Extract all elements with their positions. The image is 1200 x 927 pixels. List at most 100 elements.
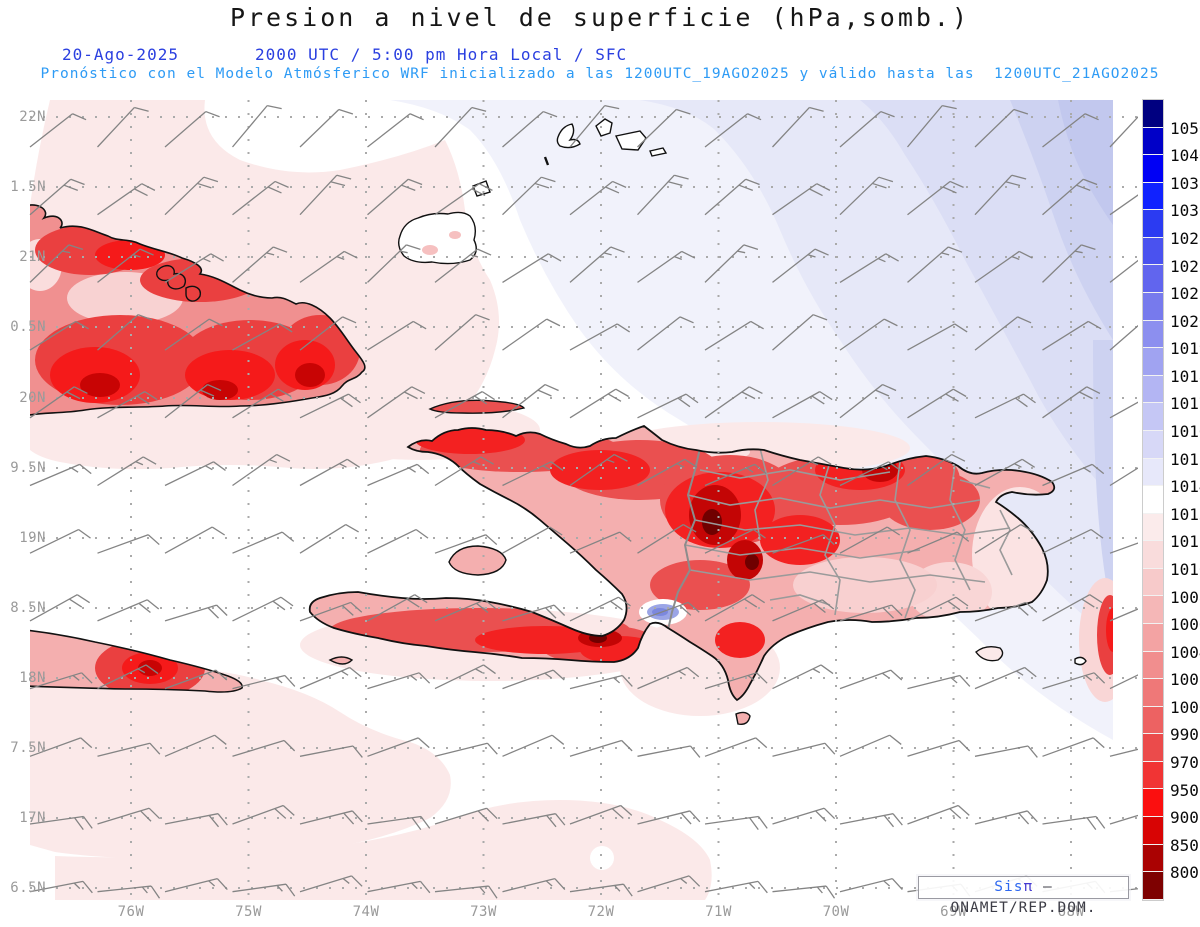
wind-barb — [232, 388, 292, 419]
wind-barb — [29, 594, 91, 622]
wind-barb — [502, 461, 564, 487]
pressure-colorbar — [1142, 99, 1164, 901]
wind-barb — [97, 534, 160, 554]
wind-barb — [29, 672, 93, 690]
wind-barb — [434, 183, 493, 216]
wind-barb — [907, 453, 966, 487]
wind-barb — [1109, 106, 1138, 148]
wind-barb — [29, 113, 87, 148]
wind-barb — [502, 734, 565, 757]
wind-barb — [502, 878, 566, 893]
wind-barb — [907, 323, 968, 351]
wind-barb — [1042, 737, 1105, 757]
wind-barb — [704, 672, 768, 690]
wind-barb — [839, 813, 903, 828]
datetime-line: 20-Ago-2025 2000 UTC / 5:00 pm Hora Loca… — [0, 45, 1200, 102]
wind-barb — [1109, 742, 1138, 757]
wind-barb — [367, 463, 430, 487]
colorbar-box — [1143, 817, 1163, 845]
wind-barb — [569, 453, 628, 487]
wind-barb — [502, 176, 556, 216]
wind-barb — [502, 383, 559, 419]
wind-barb — [569, 323, 631, 351]
wind-barb — [974, 458, 1036, 487]
wind-barb — [299, 458, 361, 487]
wind-barb — [29, 386, 88, 419]
wind-barb — [637, 601, 700, 622]
colorbar-box — [1143, 403, 1163, 431]
wind-barb — [974, 108, 1029, 148]
colorbar-box — [1143, 127, 1163, 156]
lon-label: 76W — [117, 904, 145, 920]
wind-barb — [299, 316, 357, 351]
wind-barb — [704, 880, 768, 894]
wind-barb — [637, 524, 697, 554]
wind-barb — [1109, 183, 1138, 216]
wind-barb — [839, 176, 894, 216]
pi-symbol-icon: π — [1023, 879, 1034, 895]
wind-barb — [1109, 599, 1138, 622]
colorbar-box — [1143, 348, 1163, 376]
wind-barb — [97, 248, 154, 283]
wind-barb — [232, 104, 282, 148]
lat-label: 8.5N — [10, 600, 46, 616]
wind-barb — [97, 885, 161, 899]
wind-barb — [164, 734, 227, 757]
wind-barb — [164, 253, 224, 283]
wind-barb — [637, 393, 699, 419]
wind-barb — [97, 599, 160, 622]
wind-barb — [569, 596, 631, 622]
lon-label: 74W — [352, 904, 380, 920]
wind-barb — [367, 244, 421, 283]
colorbar-box — [1143, 844, 1163, 873]
wind-barb — [704, 178, 760, 216]
colorbar-box — [1143, 706, 1163, 735]
wind-barb — [772, 534, 835, 554]
wind-barb — [502, 526, 563, 554]
colorbar-tick-label: 1013 — [1170, 504, 1200, 524]
wind-barb — [907, 674, 971, 690]
cuba-landmass — [30, 204, 366, 417]
colorbar-box — [1143, 320, 1163, 349]
wind-barb — [29, 178, 85, 216]
wind-barb — [434, 534, 498, 554]
wind-barb — [839, 110, 895, 148]
gonave-island — [448, 545, 507, 576]
wind-barb — [232, 739, 296, 757]
wind-barb — [164, 604, 228, 622]
wind-barb — [299, 810, 363, 825]
page-title: Presion a nivel de superficie (hPa,somb.… — [229, 3, 971, 32]
wind-barb — [1109, 456, 1138, 487]
colorbar-box — [1143, 155, 1163, 183]
lon-label: 69W — [924, 904, 984, 920]
colorbar-tick-label: 1040 — [1170, 146, 1200, 166]
wind-barb — [502, 813, 566, 828]
wind-barb — [704, 320, 764, 351]
wind-barb — [299, 250, 358, 283]
wind-barb — [704, 528, 766, 554]
colorbar-box — [1143, 237, 1163, 266]
wind-barbs-layer — [29, 104, 1138, 899]
wind-barb — [974, 250, 1033, 283]
wind-barb — [974, 393, 1036, 419]
wind-barb — [974, 810, 1038, 825]
wind-barb — [839, 253, 899, 283]
wind-barb — [839, 669, 903, 690]
wind-barb — [502, 253, 562, 283]
wind-barb — [434, 664, 496, 690]
wind-barb — [367, 528, 429, 554]
wind-barb — [1042, 178, 1098, 216]
lat-label: 18N — [19, 670, 46, 686]
colorbar-box — [1143, 679, 1163, 707]
mona-island — [1074, 656, 1087, 666]
wind-barb — [299, 524, 359, 554]
wind-barb — [637, 108, 691, 148]
wind-barb — [974, 316, 1032, 351]
wind-barb — [232, 180, 289, 216]
colorbar-tick-label: 1019 — [1170, 339, 1200, 359]
haiti-dr-border — [667, 447, 701, 631]
wind-barb — [232, 804, 295, 825]
wind-barb — [569, 180, 627, 216]
wind-barb — [29, 815, 93, 831]
